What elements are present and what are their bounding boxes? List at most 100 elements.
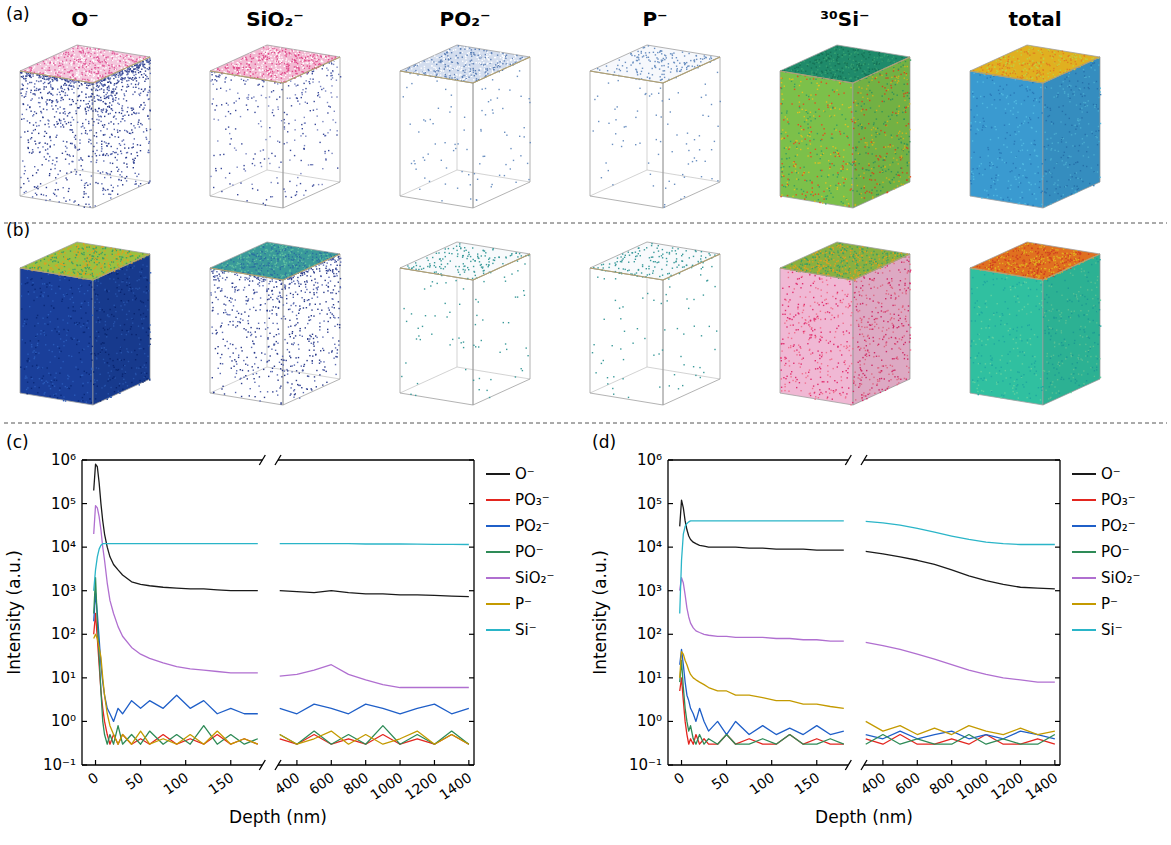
cube-dot (218, 76, 219, 77)
cube-dot (78, 70, 79, 71)
cube-dot (31, 153, 32, 154)
cube-dot (81, 126, 82, 127)
cube-dot (107, 189, 108, 190)
cube-dot (140, 123, 141, 124)
cube-dot (107, 106, 108, 107)
cube-dot (117, 185, 118, 186)
cube-dot (138, 122, 139, 123)
cube-dot (111, 134, 112, 135)
cube-dot (91, 48, 92, 49)
cube-dot (85, 130, 86, 131)
cube-dot (89, 63, 90, 64)
cube-dot (134, 160, 135, 161)
cube-dot (121, 171, 122, 172)
cube-dot (146, 76, 147, 77)
cube-dot (87, 133, 88, 134)
cube-dot (102, 85, 103, 86)
cube-dot (70, 82, 71, 83)
cube-dot (127, 60, 128, 61)
cube-dot (123, 64, 124, 65)
cube-dot (114, 136, 115, 137)
cube-dot (262, 86, 263, 87)
cube-dot (35, 122, 36, 123)
cube-dot (60, 94, 61, 95)
cube-dot (46, 62, 47, 63)
cube-dot (240, 116, 241, 117)
cube-dot (228, 104, 229, 105)
cube-dot (98, 116, 99, 117)
cube-dot (100, 65, 101, 66)
cube-dot (300, 183, 301, 184)
cube-dot (65, 54, 66, 55)
cube-dot (126, 80, 127, 81)
cube-dot (84, 50, 85, 51)
cube-dot (113, 91, 114, 92)
cube-dot (96, 57, 97, 58)
cube-dot (52, 108, 53, 109)
cube-dot (109, 137, 110, 138)
cube-dot (71, 89, 72, 90)
cube-dot (29, 122, 30, 123)
cube-dot (142, 64, 143, 65)
cube-dot (121, 82, 122, 83)
cube-dot (87, 79, 88, 80)
cube-dot (110, 162, 111, 163)
cube-dot (312, 164, 313, 165)
cube-dot (56, 137, 57, 138)
cube-dot (121, 176, 122, 177)
cube-dot (118, 137, 119, 138)
cube-dot (312, 73, 313, 74)
cube-dot (335, 122, 336, 123)
cube-dot (215, 170, 216, 171)
cube-dot (54, 124, 55, 125)
cube-dot (46, 109, 47, 110)
cube-dot (59, 67, 60, 68)
cube-dot (106, 57, 107, 58)
cube-dot (53, 63, 54, 64)
cube-dot (49, 175, 50, 176)
cube-dot (69, 71, 70, 72)
cube-dot (57, 60, 58, 61)
cube-dot (128, 68, 129, 69)
cube-dot (268, 158, 269, 159)
cube-dot (236, 100, 237, 101)
cube-dot (266, 199, 267, 200)
cube-dot (112, 101, 113, 102)
cube-dot (336, 67, 337, 68)
cube-dot (331, 63, 332, 64)
cube-dot (140, 58, 141, 59)
cube-dot (91, 89, 92, 90)
cube-dot (95, 182, 96, 183)
cube-dot (87, 72, 88, 73)
cube-dot (98, 86, 99, 87)
cube-dot (57, 174, 58, 175)
cube-dot (69, 74, 70, 75)
cube-dot (336, 134, 337, 135)
cube-dot (92, 102, 93, 103)
cube-dot (96, 89, 97, 90)
cube-dot (253, 158, 254, 159)
cube-dot (301, 92, 302, 93)
cube-dot (44, 131, 45, 132)
cube-dot (47, 153, 48, 154)
cube-dot (100, 172, 101, 173)
cube-dot (83, 100, 84, 101)
cube-dot (68, 89, 69, 90)
cube-dot (57, 74, 58, 75)
cube-dot (45, 200, 46, 201)
cube-dot (97, 54, 98, 55)
cube-dot (223, 154, 224, 155)
cube-dot (140, 150, 141, 151)
cube-dot (324, 153, 325, 154)
cube-dot (286, 142, 287, 143)
cube-dot (126, 86, 127, 87)
cube-dot (110, 177, 111, 178)
cube-dot (32, 196, 33, 197)
cube-dot (147, 116, 148, 117)
cube-dot (71, 81, 72, 82)
cube-dot (229, 183, 230, 184)
cube-dot (60, 170, 61, 171)
cube-dot (77, 45, 78, 46)
cube-dot (94, 96, 95, 97)
cube-dot (116, 55, 117, 56)
